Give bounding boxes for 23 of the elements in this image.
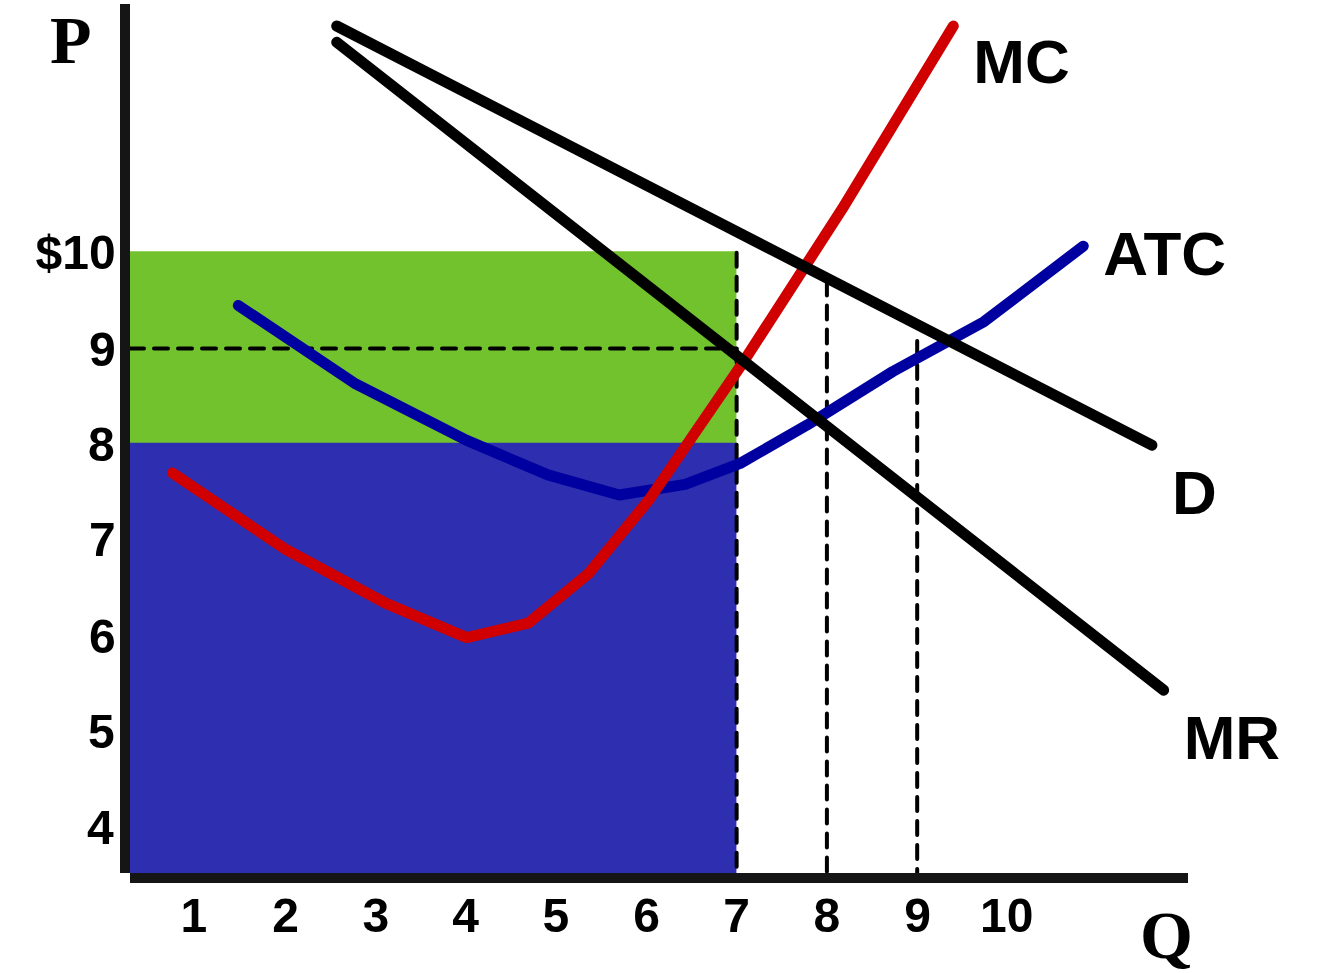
series-label: ATC <box>1103 219 1227 289</box>
y-axis-title: P <box>50 1 92 78</box>
y-tick-label: 6 <box>89 609 116 663</box>
y-tick-label: $10 <box>35 225 116 279</box>
x-tick-label: 6 <box>633 889 661 942</box>
y-tick-label: 7 <box>89 513 116 567</box>
x-tick-label: 10 <box>980 889 1034 942</box>
y-tick-label: 4 <box>87 800 114 854</box>
x-tick-label: 5 <box>542 888 570 942</box>
x-tick-label: 1 <box>180 888 208 942</box>
x-tick-label: 2 <box>272 889 299 942</box>
series-label: D <box>1171 458 1217 528</box>
x-tick-label: 9 <box>904 889 931 942</box>
x-tick-label: 7 <box>723 888 750 942</box>
y-tick-label: 9 <box>89 322 116 376</box>
x-tick-label: 8 <box>813 889 841 942</box>
series-label: MC <box>973 27 1070 97</box>
series-label: MR <box>1183 703 1281 773</box>
x-tick-label: 4 <box>452 888 480 942</box>
x-tick-label: 3 <box>362 889 390 942</box>
x-axis-title: Q <box>1140 896 1193 973</box>
y-tick-label: 5 <box>88 704 115 758</box>
y-tick-label: 8 <box>88 418 115 472</box>
